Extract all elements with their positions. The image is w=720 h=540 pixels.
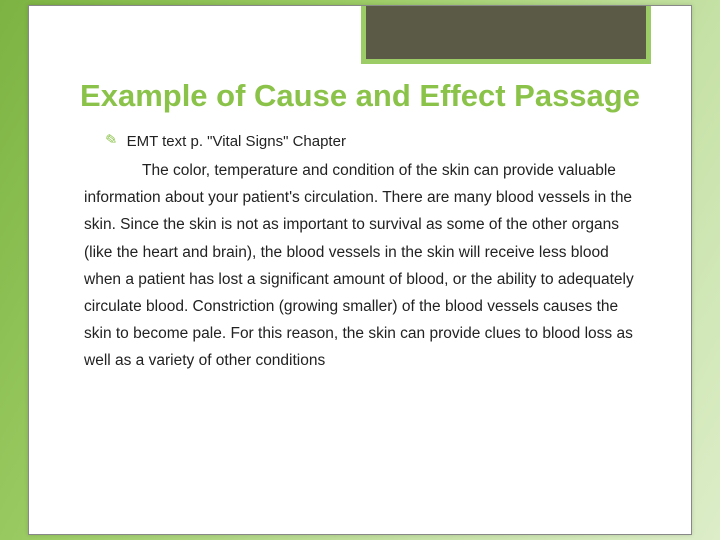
slide-body: ✎ EMT text p. "Vital Signs" Chapter The … <box>29 132 691 375</box>
leaf-bullet-icon: ✎ <box>102 130 119 151</box>
header-decor-box <box>361 6 651 64</box>
source-bullet: ✎ EMT text p. "Vital Signs" Chapter <box>104 132 636 152</box>
passage-text: The color, temperature and condition of … <box>84 157 636 374</box>
source-text: EMT text p. "Vital Signs" Chapter <box>127 132 346 152</box>
slide-panel: Example of Cause and Effect Passage ✎ EM… <box>28 5 692 535</box>
